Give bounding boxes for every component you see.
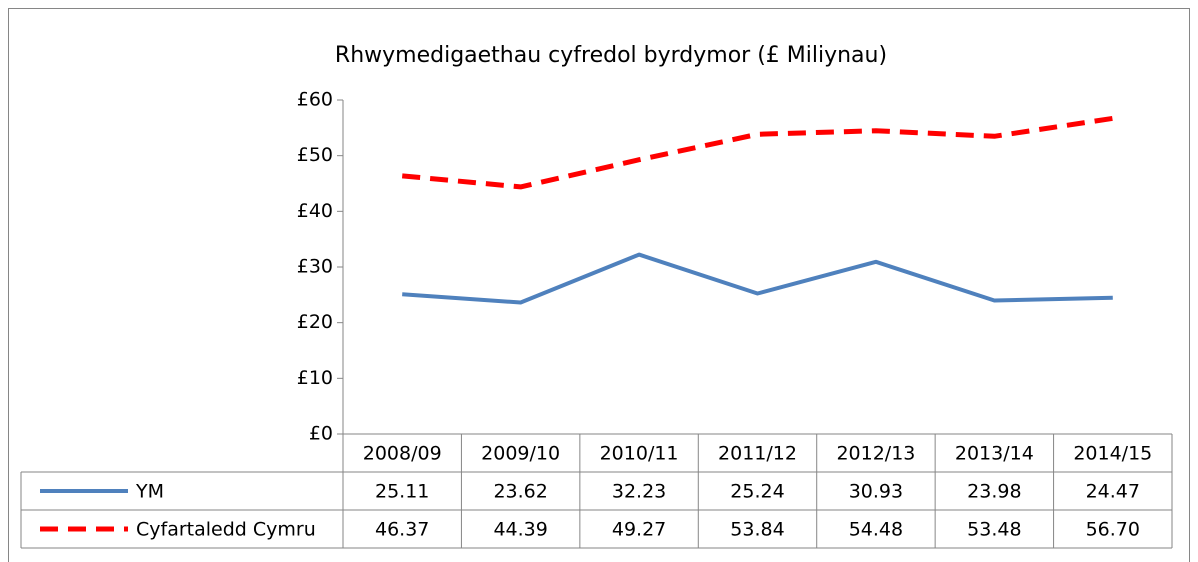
table-value: 53.48 [967, 519, 1021, 541]
table-value: 56.70 [1086, 519, 1140, 541]
chart-title: Rhwymedigaethau cyfredol byrdymor (£ Mil… [335, 43, 887, 68]
y-tick-label: £60 [297, 89, 333, 111]
x-tick-label: 2010/11 [600, 443, 679, 465]
series-line [401, 115, 1114, 190]
table-value: 53.84 [730, 519, 784, 541]
table-value: 23.62 [493, 481, 547, 503]
chart-frame [8, 8, 1190, 562]
table-value: 46.37 [375, 519, 429, 541]
x-tick-label: 2009/10 [481, 443, 560, 465]
table-value: 24.47 [1086, 481, 1140, 503]
x-tick-label: 2011/12 [718, 443, 797, 465]
y-tick-label: £50 [297, 144, 333, 166]
table-value: 32.23 [612, 481, 666, 503]
table-value: 30.93 [849, 481, 903, 503]
table-value: 49.27 [612, 519, 666, 541]
legend-label: Cyfartaledd Cymru [136, 519, 316, 541]
table-value: 25.24 [730, 481, 784, 503]
table-value: 54.48 [849, 519, 903, 541]
y-tick-label: £10 [297, 367, 333, 389]
y-tick-label: £20 [297, 311, 333, 333]
table-value: 23.98 [967, 481, 1021, 503]
table-value: 44.39 [493, 519, 547, 541]
x-tick-label: 2014/15 [1073, 443, 1152, 465]
y-tick-label: £0 [309, 423, 333, 445]
legend-label: YM [135, 481, 164, 503]
table-value: 25.11 [375, 481, 429, 503]
x-tick-label: 2012/13 [836, 443, 915, 465]
y-tick-label: £30 [297, 256, 333, 278]
x-tick-label: 2013/14 [955, 443, 1034, 465]
series-line [402, 252, 1113, 305]
x-tick-label: 2008/09 [363, 443, 442, 465]
y-tick-label: £40 [297, 200, 333, 222]
